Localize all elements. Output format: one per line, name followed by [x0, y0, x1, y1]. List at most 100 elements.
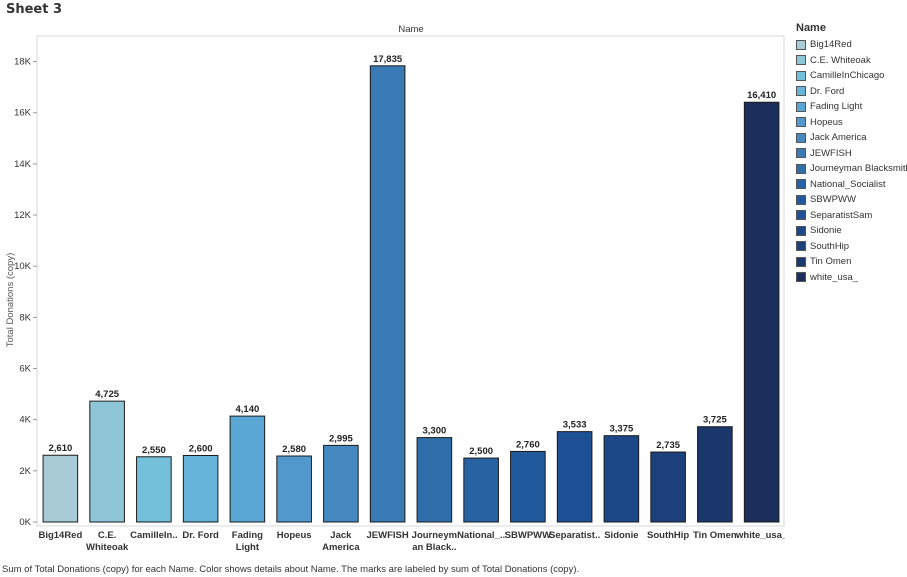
- legend-item[interactable]: Hopeus: [796, 115, 906, 131]
- x-tick-label: JEWFISH: [367, 530, 409, 541]
- bar: [276, 455, 312, 523]
- y-tick-label: 6K: [19, 364, 31, 375]
- bar: [556, 431, 593, 523]
- data-label: 3,533: [563, 420, 587, 431]
- bar: [229, 415, 266, 523]
- legend-item[interactable]: Big14Red: [796, 37, 906, 53]
- plot-frame: [36, 35, 785, 527]
- x-tick-label: Big14Red: [38, 530, 82, 541]
- legend-swatch: [796, 163, 806, 174]
- legend-swatch: [796, 117, 806, 128]
- x-tick-label: Light: [236, 542, 260, 553]
- y-tick-label: 8K: [19, 312, 31, 323]
- legend-label: Hopeus: [810, 116, 843, 128]
- legend-label: Dr. Ford: [810, 85, 845, 97]
- data-label: 2,760: [516, 439, 540, 450]
- sheet-title: Sheet 3: [6, 2, 63, 17]
- legend-item[interactable]: Journeyman Blacksmith: [796, 161, 907, 177]
- data-label: 16,410: [747, 90, 776, 101]
- data-label: 3,300: [422, 426, 446, 437]
- y-axis-label: Total Donations (copy): [5, 253, 16, 348]
- y-axis: 0K 2K 4K 6K 8K 10K 12K 14K 16K 18K: [14, 57, 37, 528]
- bar: [136, 456, 172, 523]
- legend-swatch: [796, 39, 806, 50]
- data-label: 4,140: [235, 404, 259, 415]
- x-tick-label: America: [322, 542, 360, 553]
- legend-item[interactable]: Tin Omen: [796, 254, 906, 270]
- bar: [697, 426, 733, 523]
- y-tick-label: 18K: [14, 57, 32, 68]
- x-tick-label: Separatist..: [549, 530, 600, 541]
- y-tick-label: 14K: [14, 159, 32, 170]
- bar: [650, 451, 686, 523]
- legend-item[interactable]: Fading Light: [796, 99, 906, 115]
- data-label: 2,995: [329, 433, 353, 444]
- y-tick-label: 12K: [14, 210, 32, 221]
- legend-swatch: [796, 225, 806, 236]
- legend-item[interactable]: white_usa_: [796, 270, 906, 286]
- x-tick-label: SBWPWW: [505, 530, 551, 541]
- legend-item[interactable]: Dr. Ford: [796, 84, 906, 100]
- x-tick-label: National_..: [457, 530, 505, 541]
- data-label: 4,725: [95, 389, 119, 400]
- legend-item[interactable]: C.E. Whiteoak: [796, 53, 906, 69]
- legend: Name Big14Red C.E. Whiteoak CamilleInChica…: [796, 22, 907, 286]
- legend-title: Name: [796, 22, 826, 34]
- x-tick-label: Sidonie: [604, 530, 638, 541]
- bar: [89, 400, 125, 523]
- legend-label: National_Socialist: [810, 178, 886, 190]
- bar: [510, 450, 546, 523]
- legend-item[interactable]: SBWPWW: [796, 192, 906, 208]
- x-tick-label: Tin Omen: [693, 530, 737, 541]
- bar: [42, 454, 79, 523]
- legend-swatch: [796, 101, 806, 112]
- data-label: 17,835: [373, 54, 403, 65]
- legend-item[interactable]: SeparatistSam: [796, 208, 906, 224]
- bar: [603, 435, 640, 523]
- data-label: 3,375: [609, 424, 633, 435]
- legend-item[interactable]: Sidonie: [796, 223, 906, 239]
- x-tick-label: white_usa_: [735, 530, 785, 541]
- data-label: 2,580: [282, 444, 306, 455]
- bar-chart: Name Total Donations (copy) 0K 2K 4K 6K 8K 10…: [0, 20, 788, 560]
- legend-swatch: [796, 86, 806, 97]
- legend-label: Jack America: [810, 132, 867, 144]
- legend-label: C.E. Whiteoak: [810, 54, 871, 66]
- bar: [743, 101, 780, 523]
- legend-swatch: [796, 194, 806, 205]
- legend-item[interactable]: JEWFISH: [796, 146, 906, 162]
- legend-swatch: [796, 132, 806, 143]
- bars-group: 2,610 4,725 2,550 2,600 4,140 2,580 2,995 17,83…: [42, 54, 780, 523]
- x-tick-label: Dr. Ford: [182, 530, 219, 541]
- bar: [369, 65, 406, 523]
- legend-label: Tin Omen: [810, 256, 852, 268]
- legend-item[interactable]: CamilleInChicago: [796, 68, 906, 84]
- legend-items: Big14Red C.E. Whiteoak CamilleInChicago Dr.…: [796, 37, 907, 286]
- legend-label: SBWPWW: [810, 194, 856, 206]
- legend-label: Sidonie: [810, 225, 842, 237]
- legend-label: JEWFISH: [810, 147, 852, 159]
- legend-label: SouthHip: [810, 240, 850, 252]
- bar: [182, 454, 219, 523]
- data-label: 2,550: [142, 445, 166, 456]
- y-tick-label: 0K: [19, 517, 31, 528]
- plot-border: [36, 35, 785, 527]
- x-tick-label: Hopeus: [277, 530, 312, 541]
- legend-swatch: [796, 256, 806, 267]
- x-tick-label: C.E.: [98, 530, 116, 541]
- bar: [416, 437, 453, 523]
- data-label: 2,600: [189, 443, 213, 454]
- x-tick-label: an Black..: [412, 542, 456, 553]
- legend-item[interactable]: National_Socialist: [796, 177, 906, 193]
- legend-label: white_usa_: [810, 271, 859, 283]
- data-label: 2,735: [656, 440, 680, 451]
- legend-swatch: [796, 241, 806, 252]
- chart-svg: Name Total Donations (copy) 0K 2K 4K 6K 8K 10…: [5, 24, 788, 553]
- legend-item[interactable]: SouthHip: [796, 239, 906, 255]
- legend-swatch: [796, 70, 806, 81]
- legend-item[interactable]: Jack America: [796, 130, 906, 146]
- bar: [463, 457, 499, 523]
- x-tick-label: Journeym: [412, 530, 457, 541]
- legend-swatch: [796, 148, 806, 159]
